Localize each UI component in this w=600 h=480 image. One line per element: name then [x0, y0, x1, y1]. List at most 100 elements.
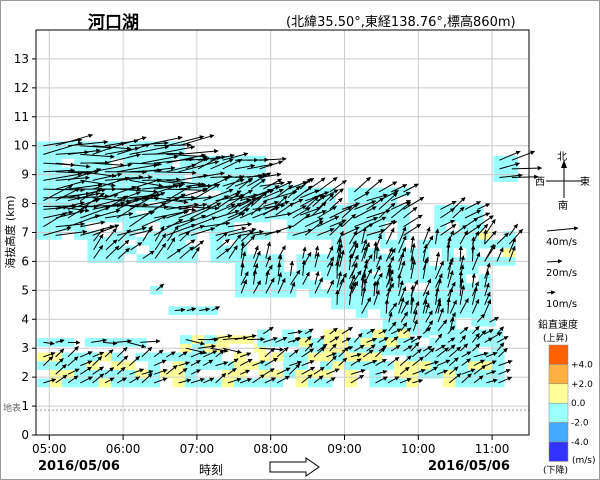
wind-arrow: [398, 297, 405, 314]
wind-arrow: [203, 377, 215, 384]
velocity-cell: [49, 378, 62, 388]
x-tick-label: 10:00: [401, 442, 436, 456]
wind-arrow: [403, 223, 422, 236]
wind-arrow: [361, 263, 368, 279]
wind-arrow: [449, 299, 457, 314]
wind-arrow: [153, 368, 168, 375]
velocity-cell: [343, 300, 356, 310]
wind-arrow: [412, 348, 422, 358]
wind-arrow: [336, 246, 342, 262]
wind-arrow: [250, 191, 268, 207]
wind-arrow: [166, 185, 192, 202]
velocity-cell: [478, 309, 491, 318]
wind-arrow: [459, 264, 465, 279]
wind-arrow: [459, 255, 465, 271]
wind-arrow: [304, 328, 314, 335]
velocity-cell: [320, 369, 333, 379]
wind-arrow: [167, 248, 182, 259]
velocity-cell: [283, 352, 296, 362]
velocity-cell: [111, 150, 124, 159]
velocity-cell: [367, 291, 381, 301]
velocity-cell: [111, 213, 124, 223]
velocity-cell: [443, 361, 456, 370]
velocity-cell: [455, 378, 468, 388]
velocity-cell: [331, 300, 344, 310]
wind-arrow: [403, 327, 412, 335]
velocity-cell: [235, 254, 248, 263]
velocity-cell: [184, 196, 198, 205]
velocity-cell: [369, 361, 382, 370]
velocity-cell: [407, 309, 420, 318]
wind-arrow: [410, 296, 415, 314]
wind-arrow: [437, 319, 448, 332]
wind-arrow: [222, 158, 243, 170]
color-legend-unit: (m/s): [572, 456, 596, 466]
velocity-cell: [466, 309, 479, 318]
wind-arrow: [339, 249, 345, 268]
velocity-cell: [454, 309, 467, 318]
wind-arrow: [166, 188, 208, 193]
wind-arrow: [390, 201, 411, 219]
y-tick-label: 6: [21, 254, 29, 268]
wind-arrow: [141, 191, 166, 202]
velocity-cell: [135, 176, 148, 185]
velocity-cell: [299, 338, 312, 347]
wind-arrow: [55, 133, 94, 147]
wind-arrow: [403, 196, 425, 210]
wind-arrow: [508, 223, 519, 236]
wind-arrow: [92, 209, 121, 219]
vector-legend: 40m/s 20m/s 10m/s: [546, 226, 579, 310]
y-axis-label: 海抜高度 (km): [3, 195, 17, 268]
wind-arrow: [222, 152, 249, 161]
velocity-cell: [270, 369, 284, 379]
vector-legend-20: 20m/s: [546, 268, 577, 279]
wind-arrow: [240, 352, 252, 358]
velocity-cell: [344, 361, 357, 370]
wind-arrow: [373, 234, 382, 253]
x-tick-label: 11:00: [475, 442, 510, 456]
wind-arrow: [166, 217, 195, 228]
wind-arrow: [354, 200, 377, 210]
legend-tick-label: 0.0: [571, 399, 586, 409]
wind-arrow: [259, 160, 284, 170]
wind-arrow: [459, 298, 469, 314]
velocity-cell: [98, 176, 111, 185]
wind-arrow: [141, 151, 185, 156]
wind-arrow: [499, 150, 521, 161]
station-title: 河口湖: [88, 13, 139, 33]
wind-arrow: [153, 193, 186, 210]
wind-arrow: [325, 355, 337, 366]
wind-arrow: [153, 359, 167, 367]
wind-arrow: [484, 262, 491, 279]
wind-arrow: [228, 245, 238, 259]
wind-arrow: [253, 250, 261, 268]
wind-arrow: [387, 356, 400, 366]
wind-arrow: [92, 201, 126, 210]
wind-arrow: [105, 245, 120, 259]
wind-arrow: [130, 242, 143, 251]
wind-arrow: [129, 161, 163, 167]
velocity-cell: [505, 155, 518, 165]
wind-arrow: [375, 358, 387, 367]
velocity-cell: [259, 271, 272, 281]
wind-arrow: [410, 255, 415, 271]
wind-arrow: [390, 200, 411, 210]
wind-arrow: [484, 282, 490, 297]
wind-arrow: [215, 192, 240, 210]
wind-arrow: [424, 347, 435, 358]
velocity-cell: [441, 265, 454, 275]
wind-arrow: [190, 377, 205, 384]
wind-arrow: [304, 196, 319, 210]
wind-arrow: [448, 366, 459, 375]
wind-arrow: [452, 206, 465, 219]
velocity-cell: [123, 231, 136, 240]
wind-arrow: [190, 369, 201, 375]
wind-arrow: [511, 174, 539, 180]
velocity-cell: [492, 369, 505, 379]
wind-arrow: [43, 226, 72, 236]
wind-arrow: [353, 332, 363, 343]
wind-arrow: [277, 277, 286, 294]
wind-arrow: [452, 224, 467, 236]
velocity-cell: [209, 222, 222, 232]
velocity-cell: [49, 352, 62, 362]
